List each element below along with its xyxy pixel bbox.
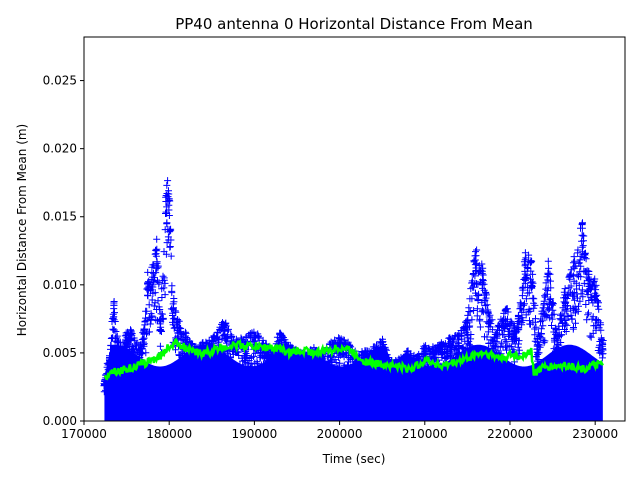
y-tick-label: 0.020 [43,142,77,156]
scatter-series [100,177,607,421]
x-tick-label: 180000 [146,427,192,441]
x-tick-label: 200000 [317,427,363,441]
chart-title: PP40 antenna 0 Horizontal Distance From … [175,15,533,33]
plot-area [100,177,607,421]
y-axis-ticks: 0.000 0.005 0.010 0.015 0.020 0.025 [43,74,84,428]
x-tick-label: 230000 [572,427,618,441]
y-tick-label: 0.015 [43,210,77,224]
y-tick-label: 0.010 [43,278,77,292]
x-tick-label: 210000 [402,427,448,441]
x-tick-label: 170000 [61,427,107,441]
y-tick-label: 0.025 [43,74,77,88]
y-axis-label: Horizontal Distance From Mean (m) [15,124,29,336]
y-tick-label: 0.005 [43,346,77,360]
mean-line-series [103,337,604,381]
scatter-markers [100,177,607,396]
plot-frame [83,36,626,422]
mean-line [103,337,604,381]
x-axis-label: Time (sec) [322,452,386,466]
x-axis-ticks: 170000 180000 190000 200000 210000 220000 2300… [61,421,618,441]
x-tick-label: 220000 [487,427,533,441]
y-tick-label: 0.000 [43,414,77,428]
x-tick-label: 190000 [231,427,277,441]
